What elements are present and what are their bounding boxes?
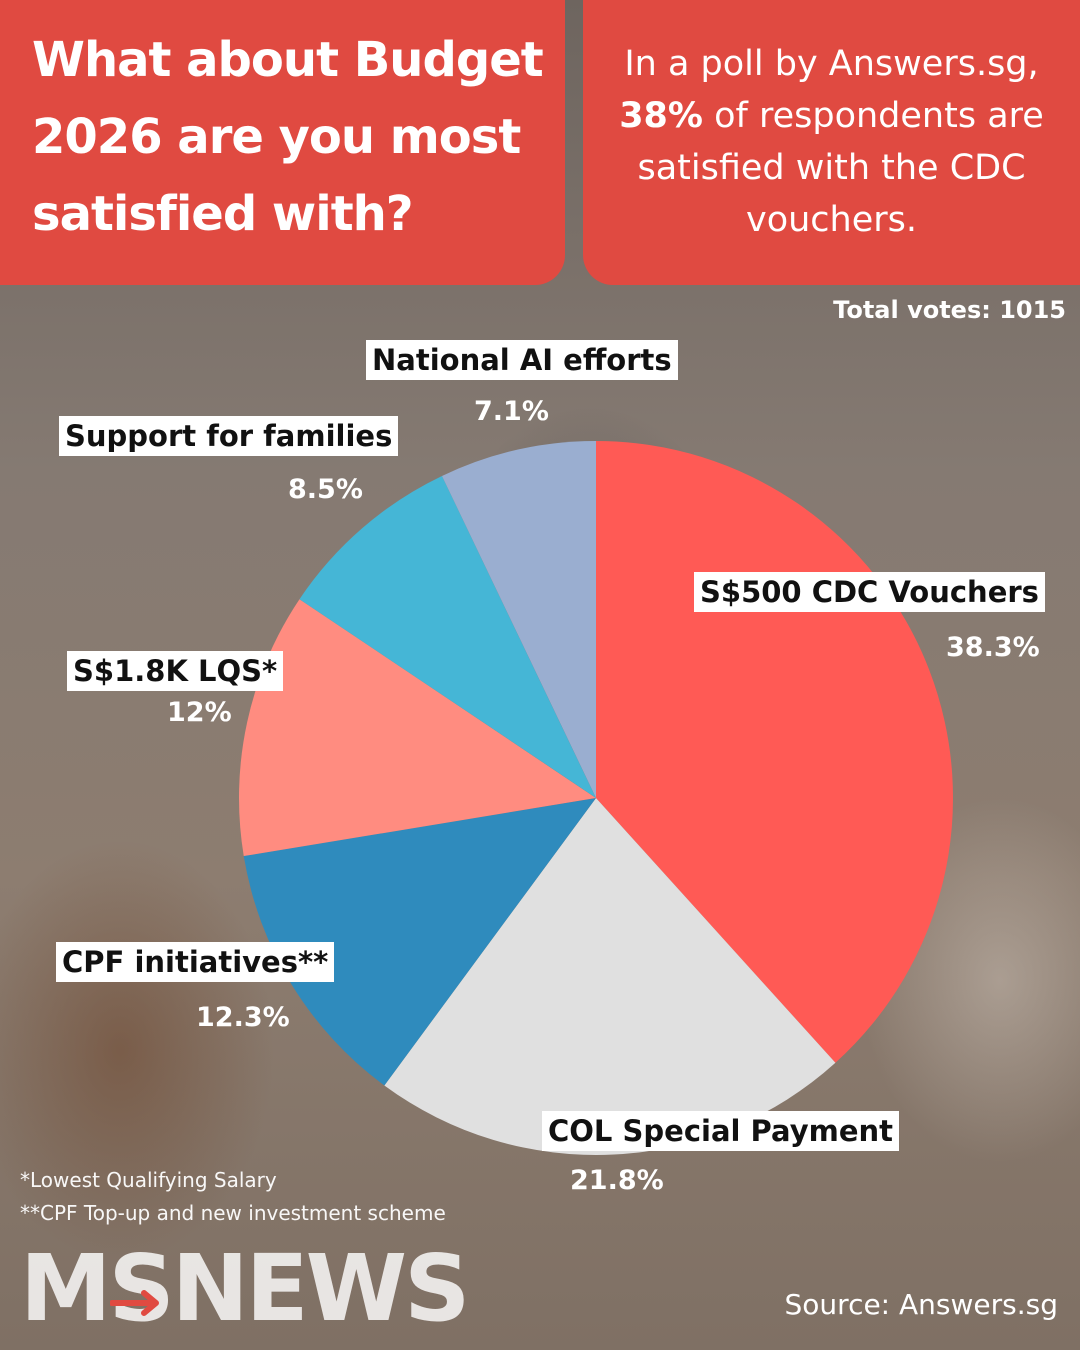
- poll-summary: In a poll by Answers.sg, 38% of responden…: [583, 38, 1080, 246]
- page-title: What about Budget 2026 are you most sati…: [32, 32, 544, 242]
- source-credit: Source: Answers.sg: [784, 1288, 1058, 1321]
- summary-panel: In a poll by Answers.sg, 38% of responden…: [583, 0, 1080, 285]
- total-votes: Total votes: 1015: [833, 296, 1066, 324]
- pie-slice-col-special-payment: [384, 798, 836, 1155]
- footnote-cpf: **CPF Top-up and new investment scheme: [20, 1201, 446, 1225]
- slice-label-national-ai: National AI efforts: [366, 340, 678, 380]
- slice-value-national-ai: 7.1%: [474, 396, 549, 427]
- summary-highlight: 38%: [619, 96, 703, 136]
- summary-text-after: of respondents are satisfied with the CD…: [637, 96, 1044, 240]
- slice-label-lqs: S$1.8K LQS*: [67, 651, 284, 691]
- slice-value-lqs: 12%: [167, 697, 232, 728]
- pie-slice-cpf-initiatives: [243, 798, 596, 1086]
- slice-label-support-for-families: Support for families: [59, 416, 399, 456]
- brand-logo: MSNEWS: [20, 1235, 470, 1342]
- title-panel: What about Budget 2026 are you most sati…: [0, 0, 565, 285]
- slice-label-cdc-vouchers: S$500 CDC Vouchers: [694, 572, 1045, 612]
- slice-value-col-special-payment: 21.8%: [570, 1165, 664, 1196]
- slice-value-cpf-initiatives: 12.3%: [196, 1002, 290, 1033]
- pie-slice-lqs: [238, 599, 597, 857]
- summary-text-before: In a poll by Answers.sg,: [624, 44, 1039, 84]
- footnote-lqs: *Lowest Qualifying Salary: [20, 1168, 277, 1192]
- pie-slice-national-ai: [441, 441, 596, 798]
- logo-arrow-icon: [110, 1290, 159, 1316]
- pie-slice-support-for-families: [299, 475, 596, 798]
- slice-label-cpf-initiatives: CPF initiatives**: [56, 942, 335, 982]
- slice-value-cdc-vouchers: 38.3%: [946, 632, 1040, 663]
- slice-label-col-special-payment: COL Special Payment: [542, 1111, 900, 1151]
- slice-value-support-for-families: 8.5%: [288, 474, 363, 505]
